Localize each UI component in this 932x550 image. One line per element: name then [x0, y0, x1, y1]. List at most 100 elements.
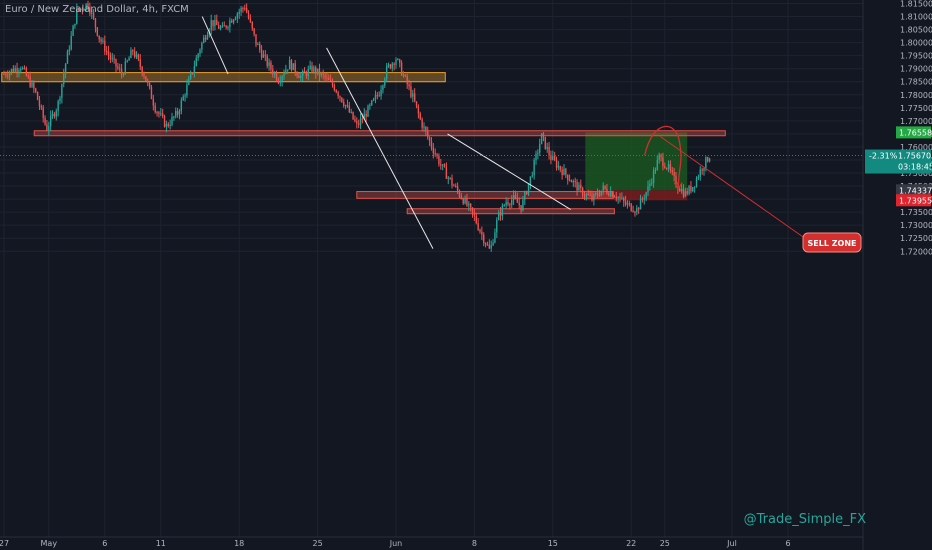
- candle-body: [471, 207, 474, 213]
- candle-body: [40, 106, 43, 108]
- candle-body: [232, 19, 235, 23]
- candle-body: [270, 62, 272, 70]
- candle-body: [253, 28, 255, 35]
- candle-body: [122, 74, 125, 76]
- projection-curve: [644, 125, 682, 189]
- candle-body: [221, 25, 224, 28]
- candle-body: [94, 18, 97, 28]
- candle-body: [701, 169, 703, 171]
- candle-body: [20, 68, 22, 71]
- candle-body: [307, 68, 309, 76]
- candle-body: [259, 44, 261, 50]
- candle-body: [639, 198, 642, 210]
- candle-body: [182, 96, 184, 101]
- candle-body: [434, 153, 436, 155]
- candle-body: [576, 181, 578, 191]
- candle-body: [477, 223, 479, 230]
- x-tick-label: 22: [626, 539, 636, 548]
- candle-body: [148, 83, 151, 88]
- candle-body: [447, 177, 449, 179]
- candle-body: [143, 73, 145, 77]
- candle-body: [567, 174, 569, 180]
- candle-body: [462, 198, 464, 204]
- candle-body: [391, 63, 393, 69]
- candle-body: [292, 63, 295, 71]
- candle-body: [36, 91, 39, 100]
- candle-body: [197, 53, 199, 59]
- candle-body: [397, 59, 399, 61]
- candle-body: [66, 51, 69, 64]
- candles: [3, 0, 711, 252]
- candle-body: [664, 166, 666, 169]
- candle-body: [436, 154, 438, 157]
- candle-body: [180, 100, 183, 112]
- candle-body: [399, 59, 401, 63]
- candle-body: [499, 212, 502, 216]
- candle-body: [10, 69, 13, 73]
- candle-body: [281, 76, 283, 82]
- candle-body: [606, 188, 608, 194]
- candle-body: [662, 157, 664, 167]
- candle-body: [59, 97, 61, 102]
- candle-body: [53, 113, 56, 117]
- candle-body: [72, 25, 74, 36]
- candle-body: [522, 199, 524, 211]
- candle-body: [520, 205, 522, 211]
- candle-body: [38, 99, 41, 107]
- candle-body: [651, 182, 653, 184]
- candle-body: [23, 67, 26, 69]
- candle-body: [512, 195, 515, 200]
- x-tick-label: 25: [660, 539, 670, 548]
- candle-body: [268, 62, 270, 66]
- candle-body: [113, 58, 115, 60]
- candle-body: [604, 185, 606, 189]
- candle-body: [294, 63, 296, 73]
- candle-body: [242, 8, 244, 10]
- candle-body: [31, 82, 33, 87]
- candle-body: [621, 197, 623, 199]
- candle-body: [466, 197, 468, 206]
- candle-body: [441, 164, 444, 166]
- candle-body: [189, 72, 192, 79]
- x-tick-label: 8: [472, 539, 477, 548]
- candle-body: [119, 68, 121, 70]
- y-tick-label: 1.79000: [900, 65, 932, 74]
- candle-body: [367, 106, 369, 117]
- candle-body: [42, 107, 44, 118]
- candle-body: [453, 185, 455, 187]
- projection-arrow-head: [673, 182, 683, 190]
- candle-body: [699, 169, 701, 177]
- candle-body: [161, 113, 164, 116]
- candle-body: [479, 229, 481, 232]
- candle-body: [184, 95, 186, 97]
- candle-body: [371, 100, 373, 105]
- candle-body: [83, 9, 85, 11]
- candle-body: [460, 196, 463, 199]
- candle-countdown: 03:18:45: [898, 163, 932, 172]
- candle-body: [527, 184, 530, 195]
- candle-body: [333, 85, 336, 91]
- candle-body: [374, 95, 377, 99]
- candle-body: [617, 197, 619, 199]
- candle-body: [654, 170, 657, 172]
- candle-body: [518, 202, 520, 206]
- candle-body: [85, 3, 87, 10]
- candle-body: [669, 164, 672, 171]
- candle-body: [240, 8, 242, 12]
- candle-body: [438, 156, 440, 165]
- candle-body: [290, 60, 293, 71]
- candle-body: [201, 42, 203, 50]
- candle-body: [430, 141, 433, 148]
- current-price-value: 1.75670: [898, 152, 931, 161]
- candle-body: [74, 23, 76, 26]
- candle-body: [296, 72, 298, 76]
- candle-body: [555, 159, 558, 168]
- candle-body: [425, 126, 427, 132]
- candle-body: [475, 215, 477, 224]
- candle-body: [626, 203, 629, 205]
- candle-body: [171, 116, 173, 125]
- candle-body: [337, 92, 339, 97]
- candle-body: [275, 73, 278, 81]
- candle-body: [703, 168, 705, 171]
